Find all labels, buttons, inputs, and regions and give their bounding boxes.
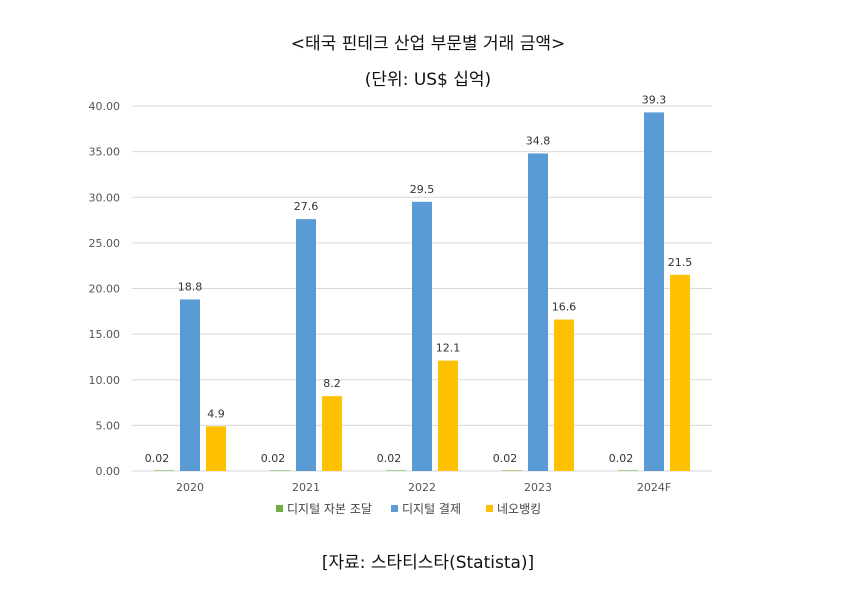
bar-2020-0: [154, 470, 174, 471]
legend-label-1: 디지털 결제: [402, 502, 461, 516]
data-label-2022-0: 0.02: [377, 452, 402, 465]
y-tick-label-2: 10.00: [89, 374, 121, 387]
y-tick-label-5: 25.00: [89, 237, 121, 250]
data-label-2024F-0: 0.02: [609, 452, 634, 465]
bar-2020-1: [180, 299, 200, 471]
bar-2021-1: [296, 219, 316, 471]
bar-2024F-1: [644, 112, 664, 471]
data-label-2022-1: 29.5: [410, 183, 435, 196]
bar-2022-0: [386, 470, 406, 471]
chart-title: <태국 핀테크 산업 부문별 거래 금액>: [290, 34, 566, 54]
x-tick-label-4: 2024F: [637, 481, 671, 494]
data-label-2021-2: 8.2: [323, 377, 341, 390]
y-tick-label-6: 30.00: [89, 191, 121, 204]
x-tick-label-2: 2022: [408, 481, 436, 494]
legend-swatch-1: [391, 505, 398, 512]
bar-2023-0: [502, 470, 522, 471]
data-label-2023-0: 0.02: [493, 452, 518, 465]
legend-label-2: 네오뱅킹: [497, 502, 541, 516]
legend-label-0: 디지털 자본 조달: [287, 502, 372, 516]
bar-2024F-0: [618, 470, 638, 471]
bar-2022-1: [412, 201, 432, 471]
bar-2023-1: [528, 153, 548, 471]
data-label-2023-1: 34.8: [526, 134, 551, 147]
y-tick-label-0: 0.00: [96, 465, 121, 478]
y-tick-label-4: 20.00: [89, 283, 121, 296]
bar-2024F-2: [670, 274, 690, 471]
y-tick-label-7: 35.00: [89, 146, 121, 159]
data-label-2022-2: 12.1: [436, 342, 461, 355]
data-label-2023-2: 16.6: [552, 301, 577, 314]
bar-2021-2: [322, 396, 342, 471]
data-label-2021-1: 27.6: [294, 200, 319, 213]
bar-2023-2: [554, 319, 574, 471]
x-tick-label-1: 2021: [292, 481, 320, 494]
data-label-2020-1: 18.8: [178, 280, 203, 293]
data-label-2024F-2: 21.5: [668, 256, 693, 269]
data-label-2020-0: 0.02: [145, 452, 170, 465]
x-tick-label-3: 2023: [524, 481, 552, 494]
bar-chart: 0.00 5.00 10.00 15.00 20.00 25.00 30.00 35.00 40…: [89, 93, 712, 516]
x-tick-label-0: 2020: [176, 481, 204, 494]
legend-swatch-0: [276, 505, 283, 512]
y-tick-label-8: 40.00: [89, 100, 121, 113]
bar-2022-2: [438, 360, 458, 471]
y-tick-label-1: 5.00: [96, 419, 121, 432]
bar-2020-2: [206, 426, 226, 471]
data-label-2020-2: 4.9: [207, 407, 225, 420]
chart-source: [자료: 스타티스타(Statista)]: [321, 553, 535, 573]
y-tick-label-3: 15.00: [89, 328, 121, 341]
bar-2021-0: [270, 470, 290, 471]
data-label-2024F-1: 39.3: [642, 93, 667, 106]
data-label-2021-0: 0.02: [261, 452, 286, 465]
chart-subtitle: (단위: US$ 십억): [364, 70, 492, 90]
legend-swatch-2: [486, 505, 493, 512]
